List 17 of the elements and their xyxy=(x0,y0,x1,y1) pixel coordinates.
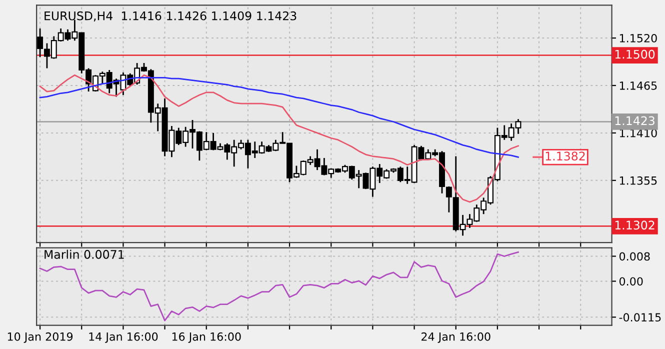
ref-line-label: 1.1423 xyxy=(615,116,654,126)
annotation: 1.1382 xyxy=(546,152,585,161)
ref-line-label: 1.1302 xyxy=(615,220,654,230)
x-tick-label: 16 Jan 16:00 xyxy=(172,332,241,343)
x-tick-label: 10 Jan 2019 xyxy=(8,332,73,343)
y-tick-label: 0.00 xyxy=(619,277,643,286)
chart-title: Marlin 0.0071 xyxy=(44,250,124,259)
ref-line-label: 1.1500 xyxy=(615,50,655,59)
y-tick-label: 0.008 xyxy=(619,252,650,261)
y-tick-label: 1.1355 xyxy=(620,176,657,185)
x-tick-label: 24 Jan 16:00 xyxy=(422,332,490,343)
line-series xyxy=(39,251,519,322)
x-tick-label: 14 Jan 16:00 xyxy=(89,332,158,343)
y-tick-label: 1.1465 xyxy=(620,81,657,90)
chart-title: EURUSD,H4 1.1416 1.1426 1.1409 1.1423 xyxy=(44,11,296,22)
y-tick-label: -0.0115 xyxy=(619,313,661,322)
y-tick-label: 1.1520 xyxy=(620,34,657,42)
